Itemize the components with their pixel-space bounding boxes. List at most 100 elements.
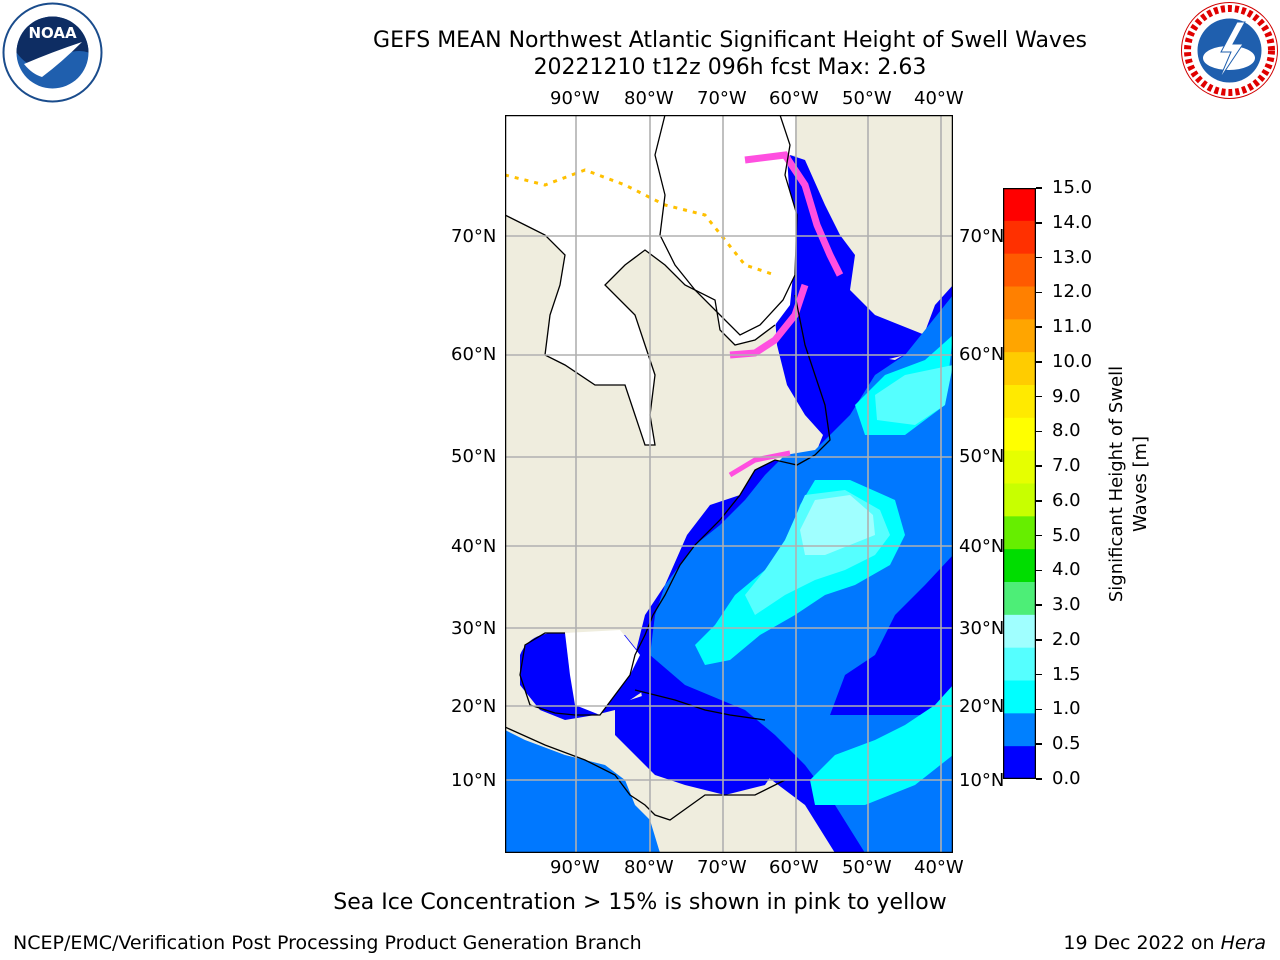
colorbar-segment	[1003, 483, 1036, 517]
chart-title: GEFS MEAN Northwest Atlantic Significant…	[373, 28, 1087, 53]
colorbar-tick-mark	[1036, 326, 1042, 328]
ice-gulf-coast	[565, 630, 640, 715]
lat-label-left-3: 40°N	[451, 536, 497, 557]
lon-label-bottom-0: 90°W	[550, 857, 600, 878]
colorbar-segment	[1003, 253, 1036, 287]
colorbar-tick-mark	[1036, 569, 1042, 572]
colorbar-tick-label: 3.0	[1052, 594, 1081, 616]
lat-label-right-2: 50°N	[959, 446, 1005, 467]
colorbar-tick-mark	[1036, 534, 1042, 537]
colorbar-tick-label: 0.5	[1052, 733, 1081, 755]
colorbar-tick-label: 2.0	[1052, 628, 1081, 650]
coastline-cuba	[634, 689, 766, 721]
colorbar-tick-mark	[1036, 500, 1042, 502]
colorbar-segment	[1003, 417, 1036, 452]
colorbar-segment	[1003, 188, 1036, 222]
colorbar-tick-mark	[1036, 187, 1042, 189]
swell-band-1.5-2.0-a	[875, 365, 953, 425]
colorbar-tick-label: 15.0	[1052, 177, 1093, 198]
lon-label-bottom-5: 40°W	[914, 857, 964, 878]
lat-label-right-4: 30°N	[959, 618, 1005, 639]
ice-footnote: Sea Ice Concentration > 15% is shown in …	[333, 890, 947, 915]
nws-logo	[1179, 0, 1280, 101]
colorbar-segment	[1003, 385, 1036, 419]
colorbar-tick-mark	[1036, 291, 1042, 294]
colorbar-tick-label: 1.5	[1052, 663, 1081, 685]
lon-label-bottom-2: 70°W	[697, 857, 747, 878]
svg-text:NOAA: NOAA	[28, 24, 77, 42]
colorbar-tick-label: 12.0	[1052, 281, 1093, 303]
lat-label-right-0: 70°N	[959, 226, 1005, 247]
ocean-caribbean	[615, 695, 785, 795]
ice-greenland	[655, 115, 797, 335]
lon-label-top-3: 60°W	[769, 88, 819, 109]
chart-subtitle: 20221210 t12z 096h fcst Max: 2.63	[533, 55, 927, 80]
colorbar-tick-mark	[1036, 222, 1042, 224]
ocean-baffin-bay	[790, 155, 925, 360]
colorbar-tick-label: 10.0	[1052, 350, 1093, 372]
lat-label-left-0: 70°N	[451, 226, 497, 247]
colorbar-tick-label: 13.0	[1052, 246, 1093, 268]
swell-band-2.0-3.0	[800, 495, 875, 555]
colorbar-title-line1: Significant Height of Swell	[1106, 365, 1127, 603]
colorbar-tick-mark	[1036, 465, 1042, 467]
noaa-logo: NOAA	[2, 2, 103, 103]
swell-band-0.5-1.0-b	[830, 555, 953, 715]
colorbar-segment	[1003, 352, 1036, 386]
sea-ice-edge-pink	[729, 151, 844, 359]
map-frame	[504, 114, 954, 854]
graticule	[505, 115, 953, 853]
lon-label-top-5: 40°W	[914, 88, 964, 109]
colorbar-tick-label: 14.0	[1052, 211, 1093, 233]
lat-label-right-5: 20°N	[959, 696, 1005, 717]
lon-label-bottom-1: 80°W	[624, 857, 674, 878]
colorbar-segment	[1003, 286, 1036, 320]
lon-label-top-1: 80°W	[624, 88, 674, 109]
swell-band-1.0-1.5-c	[810, 685, 953, 805]
colorbar-segment	[1003, 647, 1036, 681]
map-svg	[504, 114, 954, 854]
lat-label-left-4: 30°N	[451, 618, 497, 639]
colorbar-tick-label: 1.0	[1052, 698, 1081, 720]
lon-label-top-0: 90°W	[550, 88, 600, 109]
colorbar-tick-label: 0.0	[1052, 768, 1081, 789]
colorbar-tick-mark	[1036, 778, 1042, 780]
colorbar-tick-label: 8.0	[1052, 420, 1081, 442]
colorbar-segment	[1003, 220, 1036, 255]
map-panel	[504, 114, 954, 854]
colorbar-title-line2: Waves [m]	[1130, 435, 1151, 533]
colorbar-segment	[1003, 319, 1036, 353]
colorbar-segment	[1003, 450, 1036, 484]
colorbar-tick-label: 4.0	[1052, 559, 1081, 581]
colorbar-tick-label: 7.0	[1052, 455, 1081, 477]
credit-left: NCEP/EMC/Verification Post Processing Pr…	[13, 932, 642, 954]
lat-label-right-6: 10°N	[959, 770, 1005, 791]
colorbar-tick-label: 9.0	[1052, 385, 1081, 407]
lon-label-bottom-4: 50°W	[842, 857, 892, 878]
colorbar-segment	[1003, 680, 1036, 714]
credit-date: 19 Dec 2022 on	[1063, 932, 1215, 954]
lat-label-left-1: 60°N	[451, 344, 497, 365]
colorbar-segment	[1003, 582, 1036, 616]
colorbar-tick-label: 6.0	[1052, 489, 1081, 511]
lat-label-left-2: 50°N	[451, 446, 497, 467]
colorbar-tick-mark	[1036, 673, 1042, 676]
lat-label-left-5: 20°N	[451, 696, 497, 717]
colorbar-tick-label: 11.0	[1052, 316, 1093, 338]
colorbar-segment	[1003, 549, 1036, 583]
lat-label-right-1: 60°N	[959, 344, 1005, 365]
colorbar-tick-mark	[1036, 743, 1042, 745]
colorbar-segment	[1003, 713, 1036, 747]
coastline-greenland	[654, 114, 798, 336]
lon-label-bottom-3: 60°W	[769, 857, 819, 878]
colorbar-tick-mark	[1036, 395, 1042, 398]
colorbar-tick-mark	[1036, 430, 1042, 433]
credit-host: Hera	[1220, 932, 1266, 954]
colorbar-tick-mark	[1036, 639, 1042, 641]
lat-label-left-6: 10°N	[451, 770, 497, 791]
colorbar	[1003, 188, 1036, 779]
ocean-pacific	[505, 730, 660, 853]
colorbar-tick-label: 5.0	[1052, 524, 1081, 546]
colorbar-frame	[1003, 188, 1036, 779]
sea-ice-labrador	[728, 450, 791, 478]
